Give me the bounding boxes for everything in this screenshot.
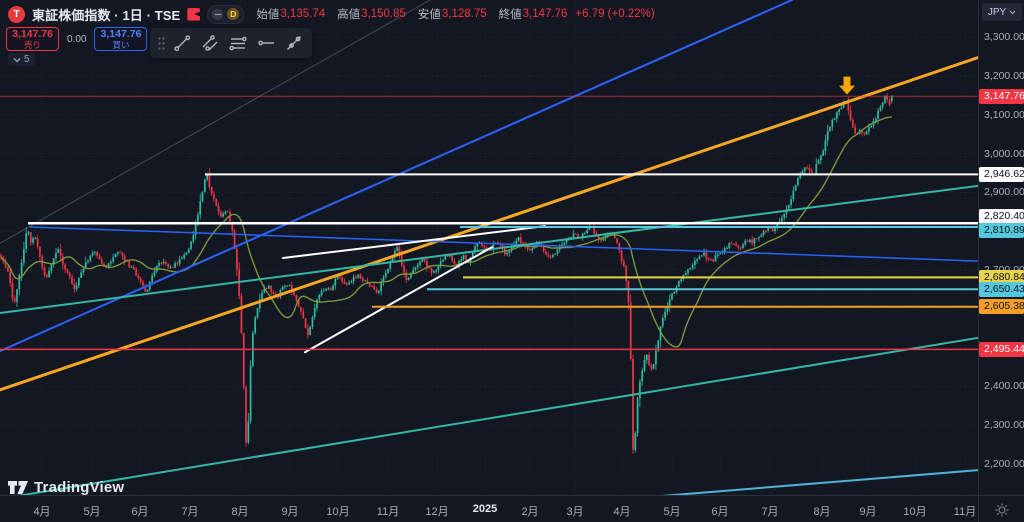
axis-settings-corner[interactable]	[978, 495, 1024, 522]
gear-icon	[995, 503, 1009, 516]
down-arrow-marker[interactable]	[839, 76, 855, 95]
extended-line-tool-icon[interactable]	[281, 30, 307, 56]
trade-panel: 3,147.76 売り 0.00 3,147.76 買い	[6, 27, 148, 51]
price-axis[interactable]: JPY 3,147.76 2,946.62 2,820.40 2,810.89 2,68…	[978, 0, 1024, 495]
price-tick-label: 2,300.00	[984, 419, 1024, 432]
price-level-label: 3,147.76	[979, 88, 1024, 104]
drawing-toolbar	[150, 28, 312, 58]
symbol-legend: T 東証株価指数 · 1日 · TSE D 始値 3,135.74 高値 3,1…	[8, 4, 655, 24]
time-tick-label: 7月	[761, 506, 779, 518]
currency-button[interactable]: JPY	[982, 3, 1022, 21]
red-candle-icon[interactable]	[187, 7, 201, 21]
open-value: 始値 3,135.74	[256, 8, 326, 21]
interval-badge[interactable]: D	[227, 8, 240, 20]
price-level-label: 2,946.62	[979, 166, 1024, 182]
price-tick-label: 3,100.00	[984, 108, 1024, 121]
chart-pane[interactable]: T 東証株価指数 · 1日 · TSE D 始値 3,135.74 高値 3,1…	[0, 0, 978, 495]
close-value: 終値 3,147.76	[498, 8, 568, 21]
tradingview-logo[interactable]: TradingView	[8, 479, 124, 495]
price-tick-label: 3,000.00	[984, 147, 1024, 160]
long-uptrend-blue	[0, 0, 793, 353]
tradingview-mark-icon	[8, 481, 28, 494]
high-value: 高値 3,150.85	[337, 8, 406, 21]
collapse-indicators-chip[interactable]: 5	[8, 53, 35, 66]
price-tick-label: 2,200.00	[984, 457, 1024, 470]
time-tick-label: 3月	[566, 506, 584, 518]
horizontal-lines-tool-icon[interactable]	[225, 30, 251, 56]
price-tick-label: 2,400.00	[984, 380, 1024, 393]
chevron-down-icon	[1009, 10, 1016, 14]
time-tick-label: 12月	[425, 506, 449, 518]
price-tick-label: 3,300.00	[984, 31, 1024, 44]
price-level-label: 2,605.38	[979, 299, 1024, 315]
candlestick-chart	[0, 0, 978, 495]
low-value: 安値 3,128.75	[417, 8, 487, 21]
time-tick-label: 11月	[953, 506, 977, 518]
time-tick-label: 6月	[711, 506, 729, 518]
horizontal-ray-tool-icon[interactable]	[253, 30, 279, 56]
time-tick-label: 11月	[376, 506, 400, 518]
time-tick-label: 2月	[521, 506, 539, 518]
minus-icon[interactable]	[212, 8, 224, 20]
support-trendline-teal-lower	[17, 336, 978, 495]
time-tick-label: 4月	[33, 506, 51, 518]
time-tick-label: 9月	[859, 506, 877, 518]
support-trendline-cyan	[661, 469, 978, 495]
horizontal-levels[interactable]	[0, 95, 978, 351]
diagonal-gray	[0, 0, 431, 244]
price-tick-label: 3,200.00	[984, 70, 1024, 83]
symbol-logo: T	[8, 5, 25, 23]
legend-actions-pill[interactable]: D	[207, 4, 245, 24]
time-tick-label: 10月	[326, 506, 350, 518]
buy-button[interactable]: 3,147.76 買い	[94, 27, 148, 51]
price-tick-label: 2,900.00	[984, 186, 1024, 199]
price-level-label: 2,650.43	[979, 281, 1024, 297]
wedge-white-upper	[282, 225, 546, 259]
grid	[0, 0, 978, 495]
time-axis[interactable]: 4月 5月 6月 7月 8月 9月 10月 11月 12月 2025 2月 3月 4月 5月 6月 7月 8月 9…	[0, 495, 978, 522]
price-level-label: 2,680.84	[979, 269, 1024, 285]
parallel-channel-tool-icon[interactable]	[197, 30, 223, 56]
symbol-title[interactable]: 東証株価指数 · 1日 · TSE	[32, 7, 181, 23]
chevron-down-icon	[13, 57, 21, 62]
channel-line-orange	[0, 55, 978, 392]
change-value: +6.79 (+0.22%)	[575, 8, 655, 20]
price-level-label: 2,810.89	[979, 222, 1024, 238]
time-tick-label: 4月	[613, 506, 631, 518]
time-tick-label: 8月	[813, 506, 831, 518]
trend-lines[interactable]	[0, 0, 978, 495]
time-tick-label: 5月	[663, 506, 681, 518]
time-tick-label: 6月	[131, 506, 149, 518]
time-tick-label: 2025	[472, 503, 498, 515]
time-tick-label: 5月	[83, 506, 101, 518]
descending-trendline-blue	[29, 226, 978, 262]
time-tick-label: 9月	[281, 506, 299, 518]
sell-button[interactable]: 3,147.76 売り	[6, 27, 59, 51]
time-tick-label: 7月	[181, 506, 199, 518]
trend-line-tool-icon[interactable]	[169, 30, 195, 56]
moving-average-line	[0, 116, 892, 348]
spread-value: 0.00	[67, 33, 87, 45]
price-level-label: 2,495.44	[979, 341, 1024, 357]
time-tick-label: 10月	[903, 506, 927, 518]
time-tick-label: 8月	[231, 506, 249, 518]
price-level-label: 2,820.40	[979, 208, 1024, 224]
drag-handle-icon[interactable]	[155, 30, 167, 56]
wedge-white-lower	[304, 246, 493, 354]
